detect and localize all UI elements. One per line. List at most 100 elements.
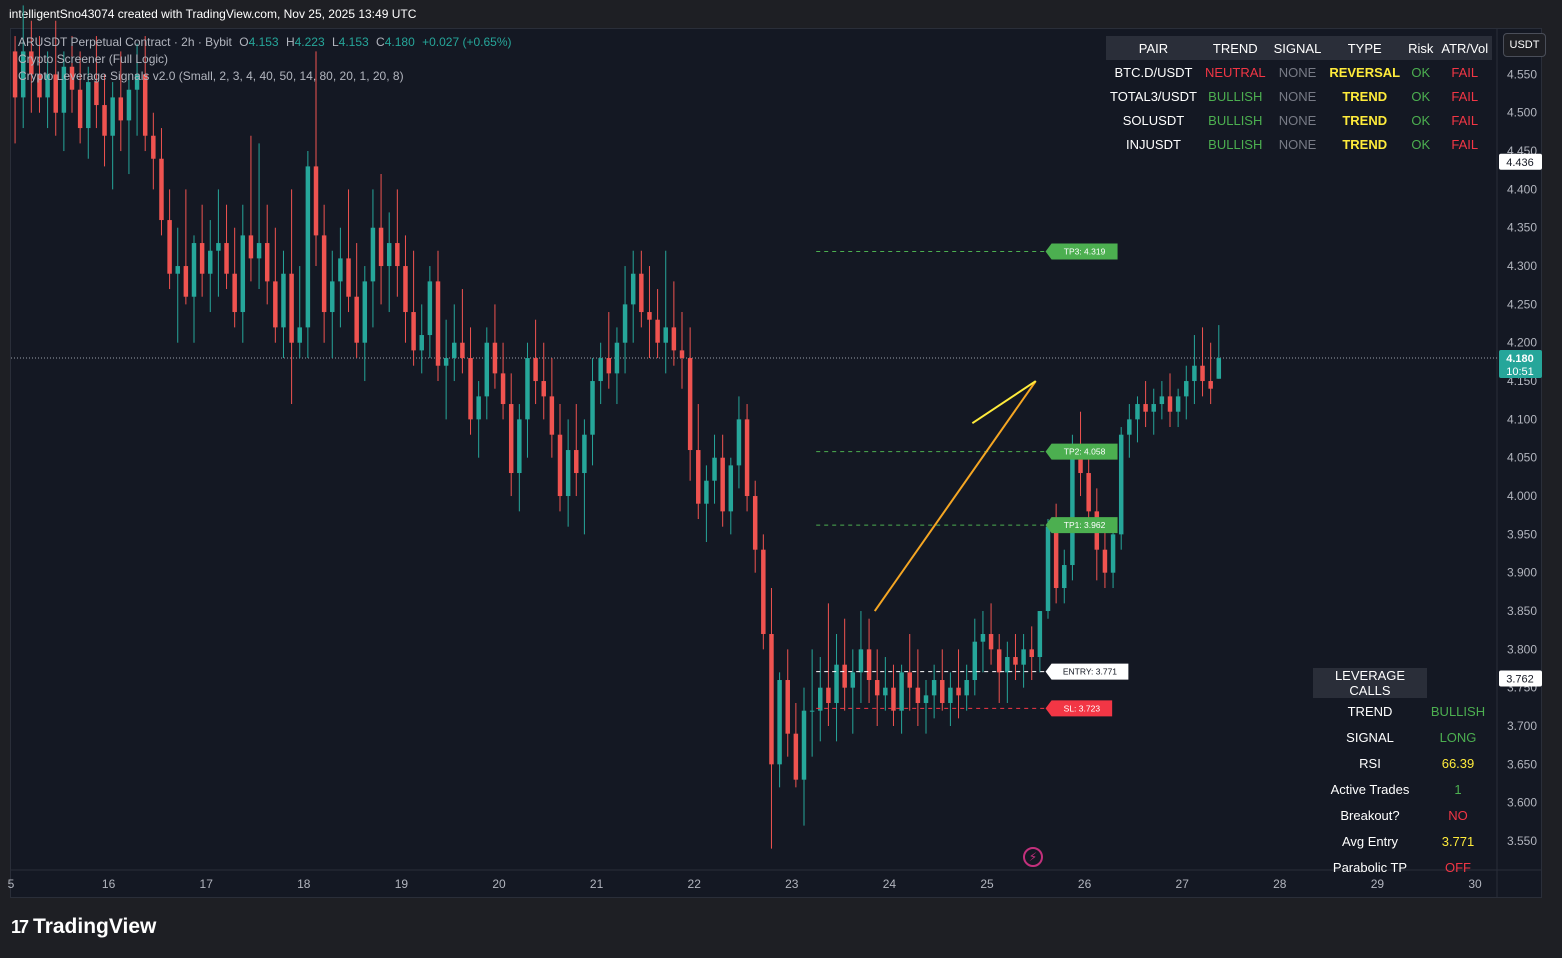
tradingview-wordmark: TradingView [33,915,157,938]
screener-cell: OK [1411,64,1431,80]
y-tick-label: 3.650 [1507,757,1537,771]
candle-body [354,296,359,343]
candle-body [313,166,319,236]
level-tag [1045,443,1118,460]
leverage-key: TREND [1347,703,1393,719]
candle-body [761,549,766,635]
leverage-key: Breakout? [1340,807,1400,823]
screener-cell: NONE [1278,64,1317,80]
candle-body [988,634,994,650]
candle-body [574,450,579,474]
candle-body [565,450,571,497]
candle-body [842,664,847,688]
chart-frame[interactable] [10,28,1542,898]
screener-cell: NONE [1278,112,1317,128]
candle-body [874,680,880,696]
level-label: SL: 3.723 [1064,703,1101,713]
screener-row: BTC.D/USDT NEUTRAL NONE REVERSAL OK FAIL [1106,60,1492,84]
candle-body [923,695,929,704]
price-badge [1499,350,1542,379]
lightning-icon[interactable]: ⚡ [1023,847,1043,867]
leverage-key: SIGNAL [1346,729,1394,745]
close-value: 4.180 [384,35,415,49]
candle-body [679,350,685,359]
candle-body [346,258,351,297]
level-tag [1045,663,1129,680]
change-value: +0.027 (+0.65%) [422,35,512,49]
candle-body [1192,365,1197,382]
screener-cell: FAIL [1451,112,1479,128]
leverage-value: LONG [1439,729,1477,745]
candle-body [1216,358,1222,379]
candle-body [183,266,189,297]
leverage-row: Parabolic TP OFF [1313,854,1489,880]
candle-body [622,304,628,343]
candle-body [476,396,481,420]
candle-body [517,419,522,474]
candle-body [159,158,164,221]
candle-body [443,358,449,366]
screener-header-risk: Risk [1404,36,1438,60]
candle-body [1184,381,1189,397]
screener-header-atrvol: ATR/Vol [1437,36,1493,60]
candle-body [671,327,677,351]
candle-body [850,672,856,688]
candle-body [614,342,620,374]
candle-body [411,312,416,351]
candle-body [20,51,26,98]
candle-body [907,672,912,688]
candle-body [126,89,132,121]
candle-body [940,680,945,704]
candle-body [1037,611,1043,658]
candle-body [86,82,91,129]
screener-cell: BTC.D/USDT [1114,64,1193,80]
price-badge-label: 4.436 [1506,157,1534,169]
leverage-row: SIGNAL LONG [1313,724,1489,750]
y-tick-label: 4.000 [1507,489,1537,503]
candle-body [484,342,490,397]
candle-body [598,358,603,382]
screener-row: INJUSDT BULLISH NONE TREND OK FAIL [1106,132,1492,156]
candle-body [858,649,864,673]
candle-body [378,227,384,267]
candle-body [785,680,790,734]
low-label: L [331,35,339,49]
candle-body [12,51,18,98]
candle-body [525,358,530,420]
open-label: O [239,35,249,49]
leverage-value: 1 [1454,781,1462,797]
currency-button[interactable]: USDT [1503,33,1546,57]
candle-body [1021,649,1026,665]
indicator-1-name[interactable]: Crypto Screener (Full Logic) [18,52,169,66]
candle-body [655,319,660,343]
candle-body [866,649,872,681]
candle-body [980,634,986,642]
candle-body [883,687,888,696]
screener-cell: INJUSDT [1126,136,1181,152]
leverage-row: Avg Entry 3.771 [1313,828,1489,854]
candle-body [289,273,294,343]
candle-body [826,687,831,704]
symbol-title[interactable]: ARUSDT Perpetual Contract · 2h · Bybit [18,35,232,49]
y-tick-label: 4.100 [1507,412,1537,426]
leverage-key: Parabolic TP [1332,859,1408,875]
x-tick-label: 24 [883,877,897,891]
candle-body [891,687,896,711]
y-tick-label: 3.900 [1507,566,1537,580]
candle-body [606,358,612,374]
level-label: TP3: 4.319 [1064,246,1106,256]
screener-cell: NONE [1278,136,1317,152]
candle-body [1086,473,1091,512]
leverage-key: Avg Entry [1341,833,1399,849]
screener-cell: NEUTRAL [1204,64,1266,80]
candle-body [1151,404,1156,412]
candle-body [549,396,555,435]
candle-body [110,97,115,136]
candle-body [508,404,514,474]
candle-body [557,434,563,497]
candle-body [582,434,587,474]
leverage-value: 66.39 [1441,755,1475,771]
indicator-2-name[interactable]: Crypto Leverage Signals v2.0 (Small, 2, … [18,69,404,83]
y-tick-label: 3.550 [1507,834,1537,848]
